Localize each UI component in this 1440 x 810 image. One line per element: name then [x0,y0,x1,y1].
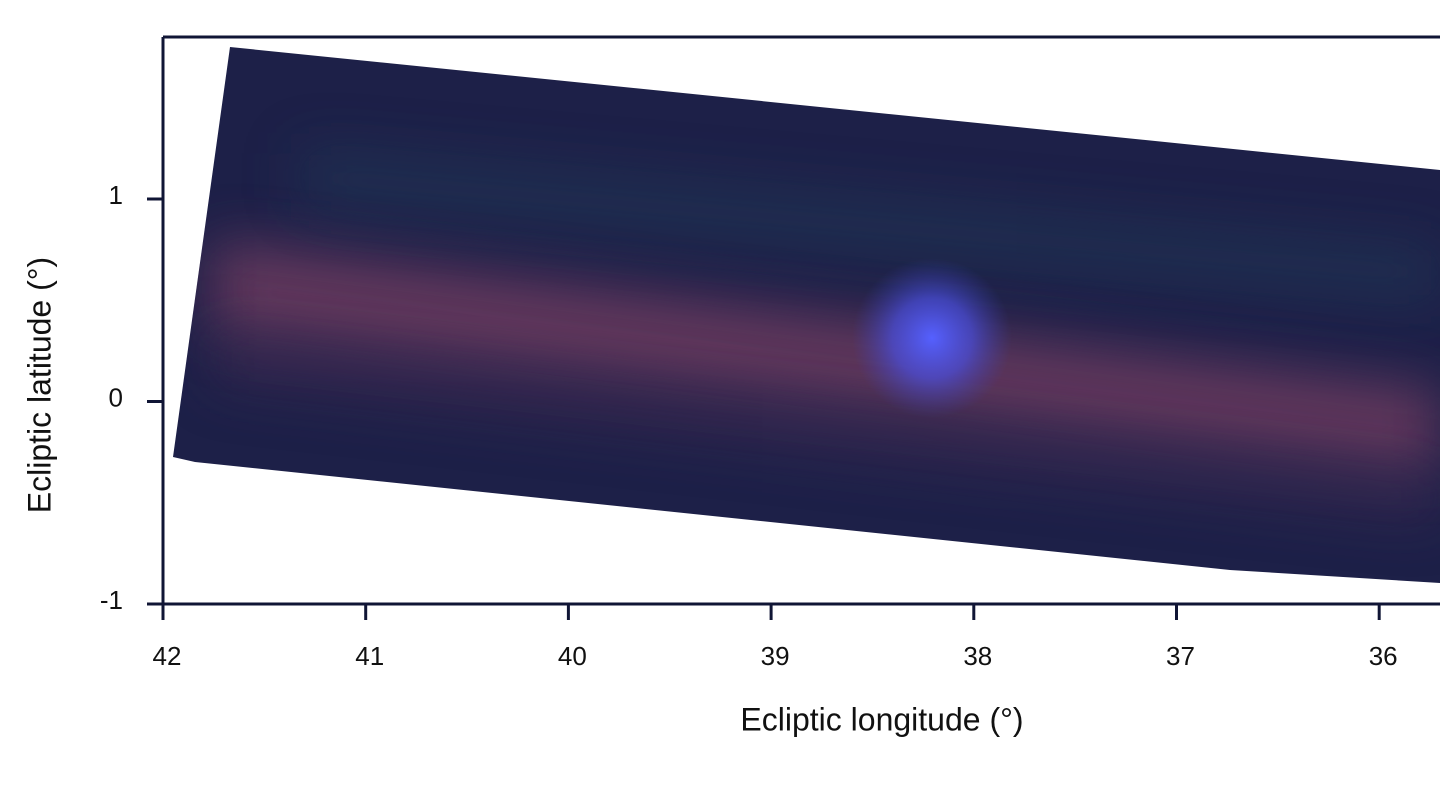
y-tick-label: 1 [109,180,123,210]
y-axis-label: Ecliptic latitude (°) [21,257,57,513]
y-tick-label: -1 [100,585,123,615]
x-tick-label: 39 [761,641,790,671]
sky-image [173,47,1440,583]
x-axis-label: Ecliptic longitude (°) [740,701,1023,737]
x-tick-label: 38 [963,641,992,671]
x-tick-label: 40 [558,641,587,671]
x-tick-label: 36 [1369,641,1398,671]
axes-frame [161,35,1440,606]
x-tick-label: 42 [153,641,182,671]
y-tick-label: 0 [109,382,123,412]
x-tick-label: 37 [1166,641,1195,671]
x-tick-label: 41 [355,641,384,671]
